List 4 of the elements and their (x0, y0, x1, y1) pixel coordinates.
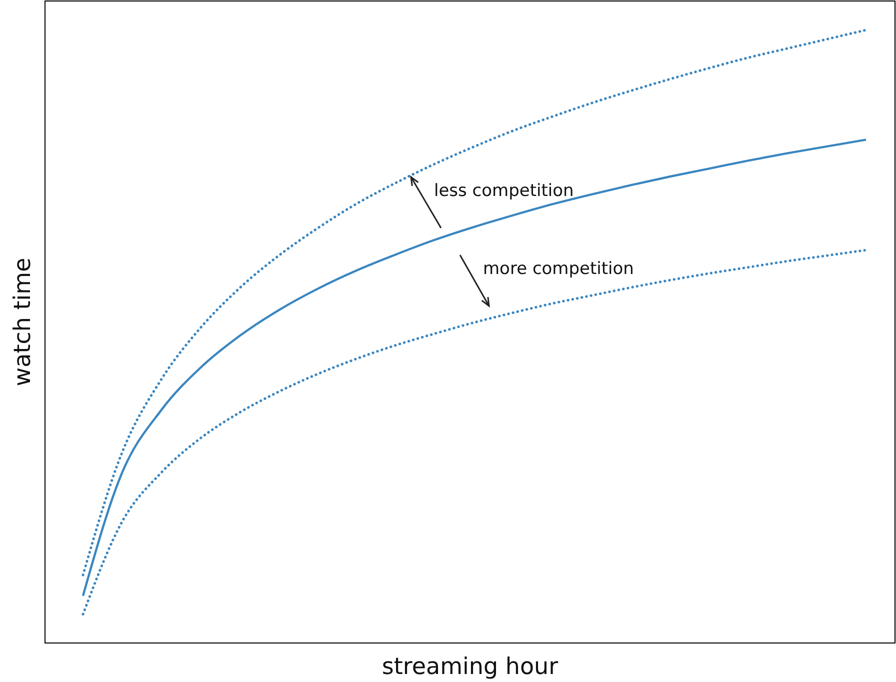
annotation: less competition (434, 181, 574, 201)
x-axis-title: streaming hour (382, 654, 559, 680)
annotation: more competition (483, 259, 634, 279)
y-axis-title: watch time (10, 258, 36, 386)
